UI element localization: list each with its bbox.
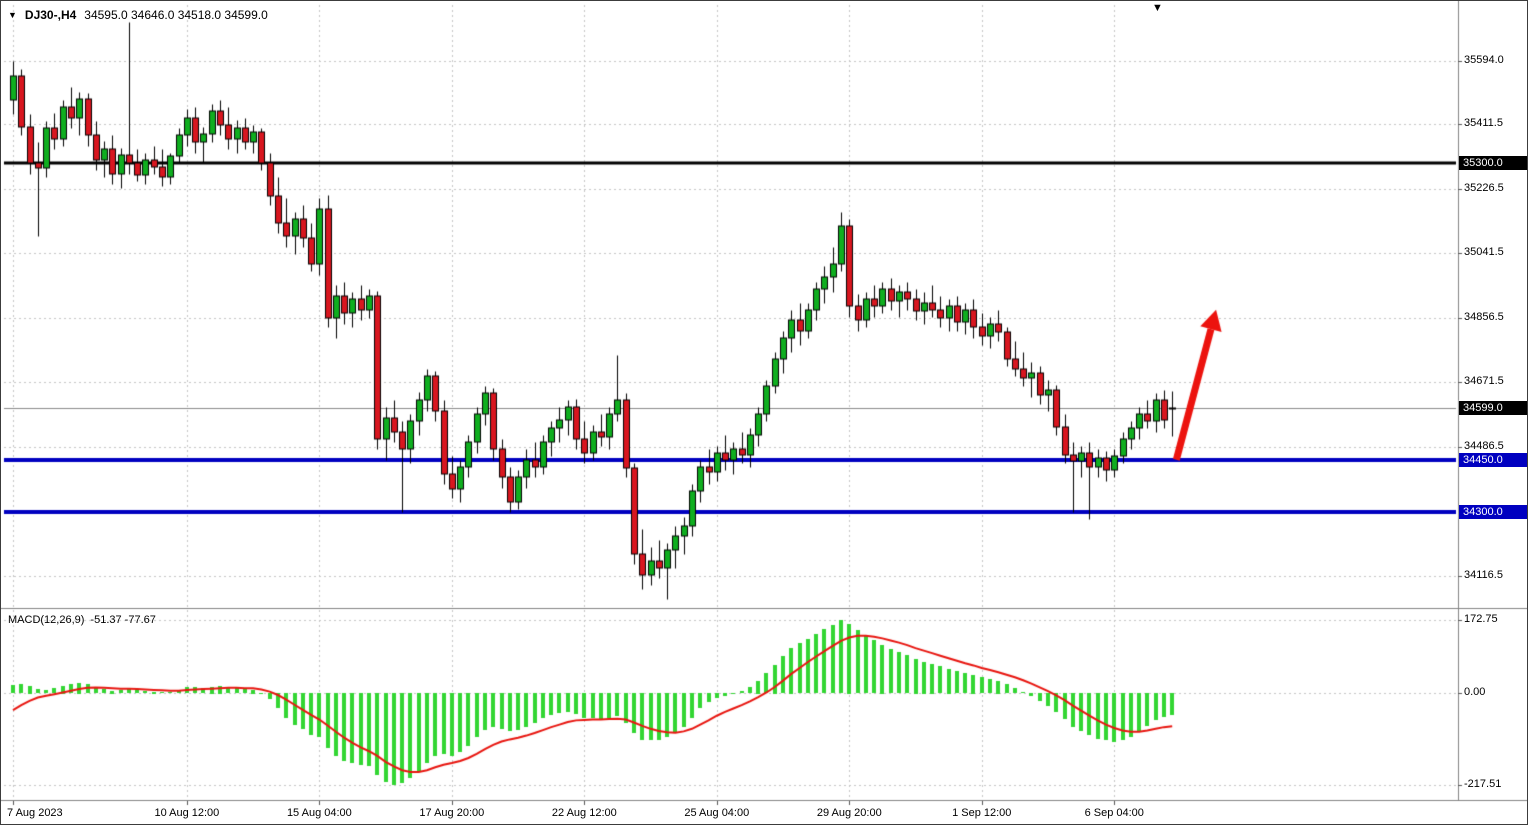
price-axis-label: 35411.5 [1464,117,1503,130]
price-axis-label: 35226.5 [1464,181,1504,194]
level-price-tag: 34300.0 [1459,505,1527,520]
price-axis-label: 34116.5 [1464,569,1503,582]
macd-axis-label: 0.00 [1464,686,1486,699]
price-axis-label: 34856.5 [1464,310,1504,323]
time-axis-label: 10 Aug 12:00 [154,807,220,819]
ohlc-values: 34595.0 34646.0 34518.0 34599.0 [84,8,268,22]
time-axis-label: 25 Aug 04:00 [684,807,750,819]
time-axis-label: 7 Aug 2023 [7,807,63,819]
chart-shift-marker-icon[interactable]: ▼ [1152,2,1163,14]
time-axis-label: 1 Sep 12:00 [952,807,1012,819]
macd-name: MACD(12,26,9) [8,614,85,626]
macd-indicator-label: MACD(12,26,9) -51.37 -77.67 [8,614,156,626]
price-axis-label: 35594.0 [1464,53,1504,66]
symbol-timeframe-label: DJ30-,H4 [24,8,77,22]
level-price-tag: 35300.0 [1459,156,1527,171]
chart-header: ▼ DJ30-,H4 34595.0 34646.0 34518.0 34599… [8,8,268,22]
level-price-tag: 34450.0 [1459,452,1527,467]
price-axis-label: 34671.5 [1464,375,1504,388]
macd-axis-label: -217.51 [1464,778,1502,791]
time-axis-label: 15 Aug 04:00 [286,807,352,819]
macd-values: -51.37 -77.67 [90,614,156,626]
time-axis-label: 22 Aug 12:00 [551,807,617,819]
price-axis[interactable]: 35594.0 35411.5 35226.5 35041.5 34856.5 34671… [1458,1,1527,801]
time-axis-label: 6 Sep 04:00 [1084,807,1144,819]
time-axis[interactable]: 7 Aug 2023 10 Aug 12:00 15 Aug 04:00 17 Aug… [1,801,1527,824]
time-axis-label: 29 Aug 20:00 [816,807,882,819]
price-axis-label: 34486.5 [1464,440,1504,452]
time-axis-label: 17 Aug 20:00 [419,807,485,819]
one-click-trading-dropdown-icon[interactable]: ▼ [8,9,17,20]
macd-axis-label: 172.75 [1464,613,1498,626]
current-price-tag: 34599.0 [1459,400,1527,415]
price-axis-label: 35041.5 [1464,246,1504,259]
